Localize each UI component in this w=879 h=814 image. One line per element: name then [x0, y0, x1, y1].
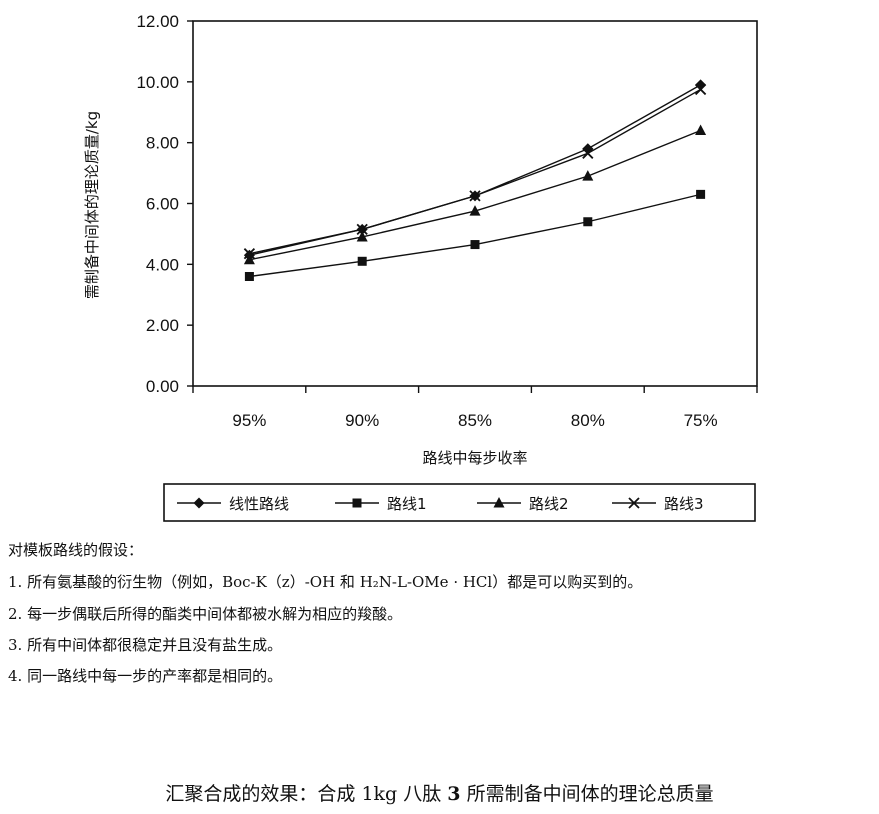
series-line: [249, 88, 701, 255]
data-point-triangle: [582, 170, 594, 181]
y-tick-label: 12.00: [136, 12, 179, 31]
caption-suffix: 所需制备中间体的理论总质量: [460, 783, 714, 805]
data-point-diamond: [193, 497, 205, 509]
legend-item-4: 路线3: [612, 495, 704, 513]
note-item-3: 3. 所有中间体都很稳定并且没有盐生成。: [8, 636, 283, 654]
note-item-2: 2. 每一步偶联后所得的酯类中间体都被水解为相应的羧酸。: [8, 605, 403, 623]
data-point-x: [628, 497, 640, 509]
data-point-x: [243, 248, 256, 260]
plot-frame: [192, 20, 758, 387]
legend-item-2: 路线1: [335, 495, 427, 513]
x-tick-label: 95%: [232, 411, 266, 430]
series-4: [243, 83, 707, 260]
legend-label: 线性路线: [229, 495, 289, 513]
data-point-triangle: [493, 497, 505, 508]
x-tick-label: 75%: [684, 411, 718, 430]
data-point-x: [582, 147, 594, 159]
y-tick-label: 4.00: [146, 255, 179, 274]
assumption-notes: 对模板路线的假设： 1. 所有氨基酸的衍生物（例如，Boc-K（z）-OH 和 …: [8, 540, 868, 697]
legend-item-3: 路线2: [477, 495, 569, 513]
data-point-square: [244, 272, 254, 281]
legend-item-1: 线性路线: [177, 495, 289, 513]
data-point-triangle: [469, 205, 481, 216]
series-layer: [243, 79, 707, 281]
data-point-x: [694, 83, 707, 96]
data-point-square: [583, 217, 593, 227]
note-item-4: 4. 同一路线中每一步的产率都是相同的。: [8, 667, 283, 685]
data-point-triangle: [695, 124, 707, 135]
x-axis: 95% 90% 85% 80% 75%: [192, 386, 758, 430]
data-point-square: [357, 256, 367, 266]
legend-box: [163, 483, 756, 522]
caption-prefix: 汇聚合成的效果：合成 1kg 八肽: [165, 783, 448, 805]
series-1: [243, 79, 707, 261]
y-axis-title: 需制备中间体的理论质量/kg: [83, 111, 101, 299]
series-2: [244, 189, 706, 281]
data-point-x: [356, 223, 368, 235]
figure-caption: 汇聚合成的效果：合成 1kg 八肽 3 所需制备中间体的理论总质量: [0, 779, 879, 806]
y-tick-label: 6.00: [146, 195, 179, 214]
y-axis: 0.00 2.00 4.00 6.00 8.00 10.00 12.00: [136, 12, 193, 396]
y-tick-label: 2.00: [146, 316, 179, 335]
series-3: [243, 124, 707, 265]
data-point-square: [470, 240, 480, 250]
data-point-square: [352, 498, 362, 508]
series-line: [249, 84, 701, 256]
data-point-triangle: [243, 253, 255, 265]
x-tick-label: 85%: [458, 411, 492, 430]
line-chart: 0.00 2.00 4.00 6.00 8.00 10.00 12.00 95% 90% 85%…: [83, 12, 758, 522]
x-axis-title: 路线中每步收率: [422, 449, 527, 467]
legend-label: 路线3: [664, 495, 704, 513]
x-tick-label: 90%: [345, 411, 379, 430]
y-tick-label: 8.00: [146, 134, 179, 153]
data-point-x: [469, 190, 481, 202]
note-item-1: 1. 所有氨基酸的衍生物（例如，Boc-K（z）-OH 和 H₂N-L-OMe …: [8, 573, 643, 591]
caption-compound-number: 3: [447, 783, 461, 805]
y-tick-label: 10.00: [136, 73, 179, 92]
notes-intro: 对模板路线的假设：: [8, 541, 144, 559]
legend-label: 路线1: [387, 495, 427, 513]
data-point-triangle: [356, 230, 368, 242]
legend: 线性路线 路线1 路线2 路线3: [163, 483, 756, 522]
data-point-square: [696, 189, 706, 199]
x-tick-label: 80%: [571, 411, 605, 430]
legend-label: 路线2: [529, 495, 569, 513]
y-tick-label: 0.00: [146, 377, 179, 396]
plot-border: [192, 20, 758, 387]
